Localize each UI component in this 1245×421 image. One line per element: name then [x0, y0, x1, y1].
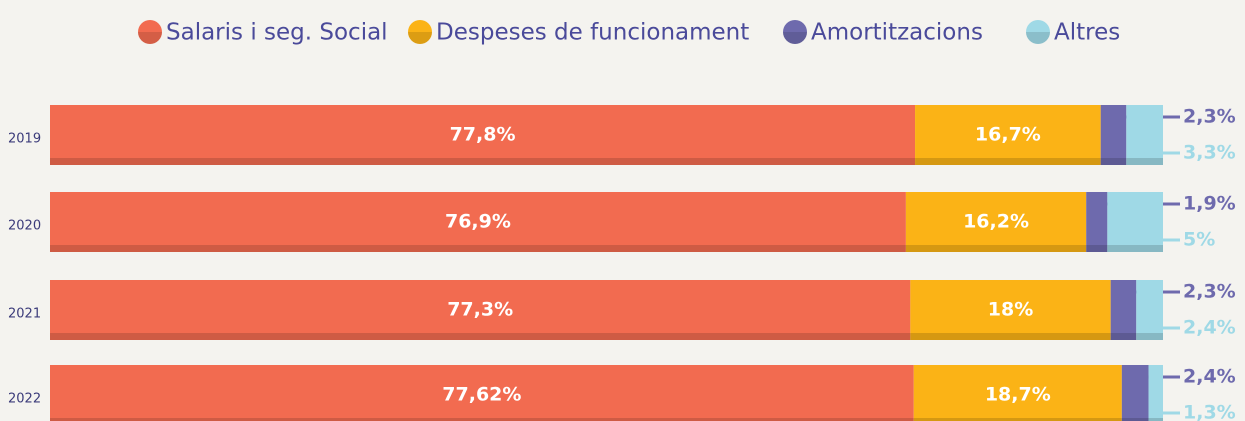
- legend-marker: [408, 20, 432, 44]
- legend-label: Salaris i seg. Social: [166, 20, 388, 46]
- data-label: 2,3%: [1183, 281, 1236, 303]
- data-label: 2,4%: [1183, 366, 1236, 388]
- data-label: 77,3%: [447, 299, 513, 321]
- legend-marker-shade: [783, 32, 807, 44]
- bar-segment-shade: [1110, 333, 1137, 340]
- data-label: 16,7%: [975, 124, 1041, 146]
- bar-segment: [1136, 280, 1163, 340]
- y-tick-label: 2021: [8, 307, 41, 322]
- data-label: 16,2%: [963, 211, 1029, 233]
- y-tick-label: 2019: [8, 132, 41, 147]
- legend-label: Amortitzacions: [811, 20, 983, 46]
- data-label: 2,4%: [1183, 317, 1236, 339]
- data-label: 1,9%: [1183, 193, 1236, 215]
- legend-marker: [783, 20, 807, 44]
- bar-segment: [1148, 365, 1163, 421]
- bar-segment-shade: [905, 245, 1087, 252]
- data-label: 5%: [1183, 229, 1215, 251]
- bar-segment: [50, 280, 911, 340]
- data-label: 77,62%: [442, 384, 521, 406]
- legend-label: Despeses de funcionament: [436, 20, 749, 46]
- bar-segment-shade: [1148, 418, 1163, 421]
- bar-segment-shade: [50, 158, 916, 165]
- data-label: 3,3%: [1183, 142, 1236, 164]
- bar-segment-shade: [50, 245, 906, 252]
- bar-segment: [1121, 365, 1149, 421]
- bar-segment: [913, 365, 1122, 421]
- bar-segment: [915, 105, 1101, 165]
- bar-segment-shade: [915, 158, 1101, 165]
- legend-marker-shade: [138, 32, 162, 44]
- y-tick-label: 2022: [8, 392, 41, 407]
- bar-segment: [1086, 192, 1108, 252]
- legend-label: Altres: [1054, 20, 1120, 46]
- bar-segment: [1126, 105, 1163, 165]
- bar-segment: [905, 192, 1087, 252]
- bar-segment-shade: [1121, 418, 1149, 421]
- bar-segment-shade: [1126, 158, 1163, 165]
- bar-segment-shade: [1107, 245, 1163, 252]
- bar-segment: [1107, 192, 1163, 252]
- bar-segment-shade: [913, 418, 1122, 421]
- bar-segment: [1100, 105, 1127, 165]
- bar-segment-shade: [1136, 333, 1163, 340]
- bar-segment: [50, 365, 914, 421]
- bar-segment-shade: [910, 333, 1111, 340]
- bar-segment: [1110, 280, 1137, 340]
- bar-segment-shade: [50, 418, 914, 421]
- data-label: 18,7%: [985, 384, 1051, 406]
- legend-marker: [1026, 20, 1050, 44]
- bar-segment-shade: [50, 333, 911, 340]
- bar-segment: [50, 192, 906, 252]
- data-label: 1,3%: [1183, 402, 1236, 421]
- data-label: 76,9%: [445, 211, 511, 233]
- bar-segment: [50, 105, 916, 165]
- bar-segment: [910, 280, 1111, 340]
- legend-marker: [138, 20, 162, 44]
- data-label: 18%: [988, 299, 1033, 321]
- bar-segment-shade: [1100, 158, 1127, 165]
- data-label: 77,8%: [450, 124, 516, 146]
- bar-segment-shade: [1086, 245, 1108, 252]
- y-tick-label: 2020: [8, 219, 41, 234]
- data-label: 2,3%: [1183, 106, 1236, 128]
- legend-marker-shade: [408, 32, 432, 44]
- legend-marker-shade: [1026, 32, 1050, 44]
